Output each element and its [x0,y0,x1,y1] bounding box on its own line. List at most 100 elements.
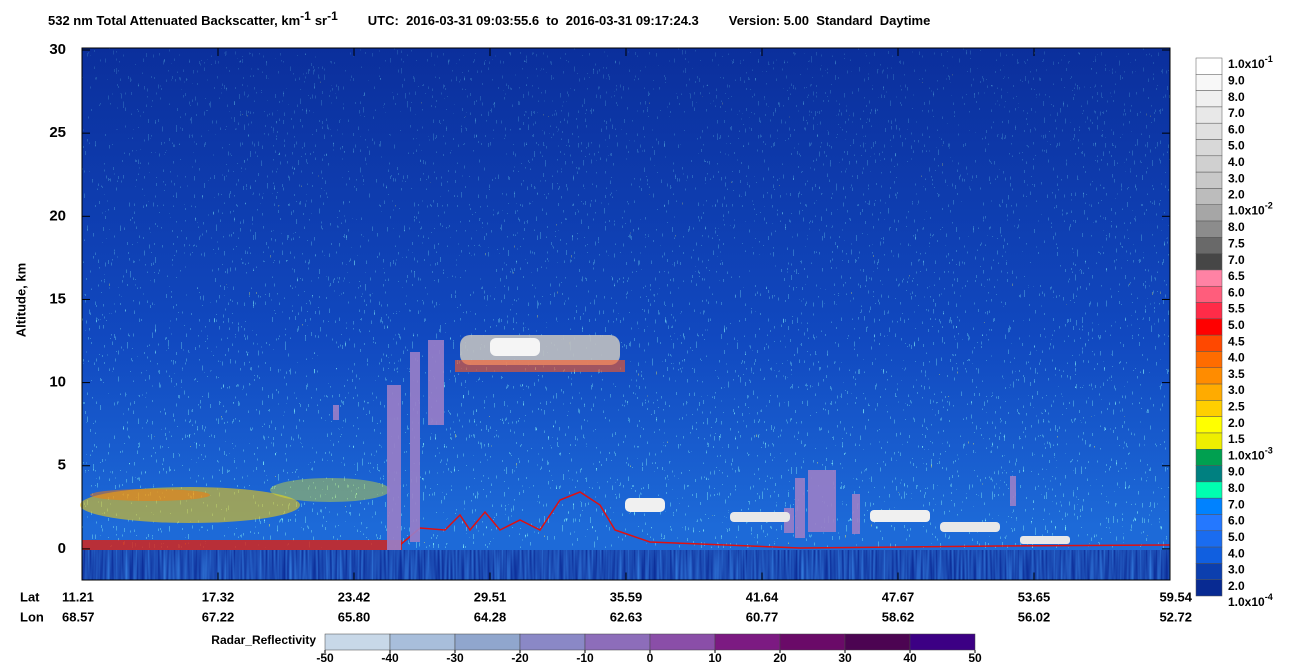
x-tick-label: 60.77 [746,609,779,624]
colorbar-swatch [1195,351,1223,369]
colorbar-swatch [1195,432,1223,450]
colorbar-label: 3.0 [1228,383,1245,397]
colorbar-swatch [1195,139,1223,157]
radar-clouds [333,340,1016,550]
colorbar-label: 5.0 [1228,139,1245,153]
x-tick-label: 67.22 [202,609,235,624]
colorbar-label: 2.0 [1228,416,1245,430]
colorbar-swatch [1195,514,1223,532]
colorbar-label: 6.5 [1228,269,1245,283]
radar-swatch [454,633,521,651]
colorbar-label: 2.0 [1228,579,1245,593]
colorbar-label: 7.0 [1228,497,1245,511]
x-tick-label: 56.02 [1018,609,1051,624]
colorbar-label-base: 1.0x10 [1228,595,1265,609]
colorbar-label: 6.0 [1228,122,1245,136]
colorbar-swatch [1195,579,1223,597]
colorbar-swatch [1195,122,1223,140]
x-tick-label: 53.65 [1018,589,1051,604]
x-tick-label: 58.62 [882,609,915,624]
y-axis-label: Altitude, km [13,263,28,337]
y-tick-label: 25 [49,124,66,141]
colorbar-label: 7.0 [1228,106,1245,120]
y-tick-label: 0 [58,540,66,557]
colorbar-swatch [1195,334,1223,352]
chart-title: 532 nm Total Attenuated Backscatter, km-… [48,9,930,28]
colorbar-swatch [1195,449,1223,466]
colorbar-label: 4.5 [1228,334,1245,348]
colorbar-swatch [1195,285,1223,303]
radar-tick-label: 50 [968,651,982,665]
colorbar-swatch [1195,57,1223,75]
colorbar-swatch [1195,74,1223,91]
colorbar-label: 6.0 [1228,514,1245,528]
colorbar-swatch [1195,106,1223,124]
colorbar-label: 2.5 [1228,400,1245,414]
colorbar-swatch [1195,253,1223,271]
colorbar-label: 1.0x10-1 [1228,54,1273,71]
x-tick-label: 11.21 [62,589,94,604]
colorbar-label: 9.0 [1228,73,1245,87]
x-tick-label: 23.42 [338,589,371,604]
colorbar-label: 4.0 [1228,155,1245,169]
radar-swatch [389,633,456,651]
colorbar-swatch [1195,400,1223,417]
colorbar-label-exponent: -2 [1265,201,1273,211]
colorbar-swatch [1195,546,1223,564]
x-tick-label: 47.67 [882,589,915,604]
backscatter-field [80,48,1171,580]
x-tick-label: 65.80 [338,609,371,624]
x-tick-label: 35.59 [610,589,643,604]
colorbar-swatch [1195,318,1223,336]
colorbar-label: 3.0 [1228,171,1245,185]
x-tick-label: 62.63 [610,609,643,624]
radar-tick-label: 0 [647,651,654,665]
radar-tick-label: -20 [511,651,529,665]
colorbar-label-base: 1.0x10 [1228,204,1265,218]
colorbar-label: 3.0 [1228,563,1245,577]
y-tick-label: 15 [49,290,66,307]
colorbar-swatch [1195,367,1223,385]
y-tick-label: 30 [49,41,66,58]
colorbar-swatch [1195,302,1223,320]
colorbar-swatch [1195,269,1223,287]
x-row-name: Lat [20,589,40,604]
colorbar-label-base: 1.0x10 [1228,448,1265,462]
radar-swatch [584,633,651,651]
colorbar-label: 8.0 [1228,90,1245,104]
ice-clouds [455,335,1070,544]
colorbar-swatch [1195,563,1223,580]
radar-swatch [324,633,391,651]
colorbar-label: 5.0 [1228,318,1245,332]
colorbar-swatch [1195,416,1223,434]
radar-swatch [844,633,911,651]
y-tick-label: 5 [58,457,66,474]
colorbar-swatch [1195,497,1223,515]
radar-tick-label: -10 [576,651,594,665]
colorbar-label-exponent: -4 [1265,592,1273,602]
x-tick-label: 29.51 [474,589,507,604]
y-tick-label: 20 [49,207,66,224]
radar-tick-label: -40 [381,651,399,665]
colorbar-label-base: 1.0x10 [1228,57,1265,71]
radar-tick-label: -50 [316,651,334,665]
x-tick-label: 52.72 [1159,609,1192,624]
colorbar-label: 1.0x10-4 [1228,592,1273,609]
colorbar-label-exponent: -1 [1265,54,1273,64]
x-row-name: Lon [20,609,44,624]
colorbar-swatch [1195,204,1223,222]
colorbar-swatch [1195,188,1223,205]
colorbar-label: 6.0 [1228,285,1245,299]
colorbar-label: 1.5 [1228,432,1245,446]
radar-swatch [909,633,976,651]
x-tick-label: 59.54 [1159,589,1192,604]
colorbar-swatch [1195,155,1223,173]
colorbar-label: 4.0 [1228,546,1245,560]
colorbar-label: 4.0 [1228,351,1245,365]
colorbar-swatch [1195,481,1223,499]
colorbar-label: 7.5 [1228,237,1245,251]
colorbar-swatch [1195,171,1223,189]
x-tick-label: 41.64 [746,589,779,604]
